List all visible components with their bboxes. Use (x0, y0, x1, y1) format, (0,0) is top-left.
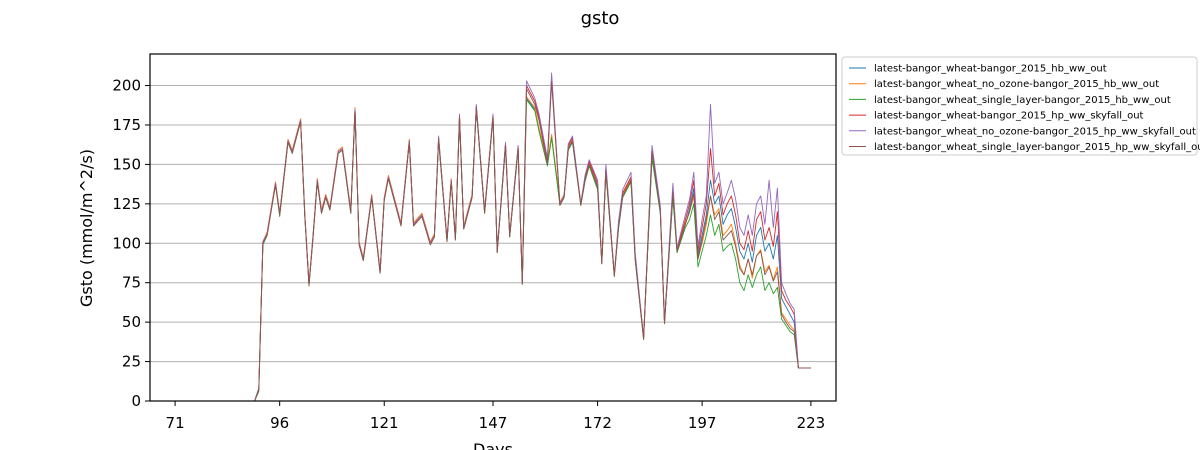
y-tick-label: 25 (122, 353, 141, 371)
x-tick-label: 223 (797, 414, 826, 432)
series-line-1 (175, 97, 811, 402)
legend-label: latest-bangor_wheat_single_layer-bangor_… (874, 142, 1200, 153)
x-tick-label: 147 (479, 414, 508, 432)
y-tick-label: 200 (112, 77, 141, 95)
series-line-5 (175, 72, 811, 402)
series-line-2 (175, 96, 811, 402)
x-tick-label: 121 (370, 414, 399, 432)
x-tick-label: 96 (270, 414, 289, 432)
y-tick-label: 125 (112, 195, 141, 213)
y-axis-ticks: 0 25 50 75 100 125 150 175 200 (112, 77, 150, 410)
legend: latest-bangor_wheat-bangor_2015_hb_ww_ou… (841, 56, 1200, 156)
legend-label: latest-bangor_wheat_no_ozone-bangor_2015… (874, 79, 1159, 90)
y-tick-label: 100 (112, 234, 141, 252)
y-tick-label: 75 (122, 274, 141, 292)
y-tick-label: 150 (112, 155, 141, 173)
x-tick-label: 197 (688, 414, 717, 432)
y-tick-label: 0 (131, 392, 141, 410)
chart-title: gsto (581, 8, 620, 29)
legend-label: latest-bangor_wheat_no_ozone-bangor_2015… (874, 126, 1196, 137)
series-line-3 (175, 99, 811, 402)
legend-label: latest-bangor_wheat_single_layer-bangor_… (874, 95, 1171, 106)
y-axis-label: Gsto (mmol/m^2/s) (77, 149, 96, 307)
x-axis-label: Days (473, 440, 513, 450)
x-tick-label: 172 (583, 414, 612, 432)
y-gridlines (150, 85, 836, 402)
legend-label: latest-bangor_wheat-bangor_2015_hp_ww_sk… (874, 111, 1144, 122)
legend-box (841, 56, 1198, 156)
legend-label: latest-bangor_wheat-bangor_2015_hb_ww_ou… (874, 64, 1107, 75)
y-tick-label: 50 (122, 313, 141, 331)
x-tick-label: 71 (166, 414, 185, 432)
series-line-6 (175, 81, 811, 402)
y-tick-label: 175 (112, 116, 141, 134)
series-lines (175, 72, 811, 402)
x-axis-ticks: 71 96 121 147 172 197 223 (166, 401, 826, 432)
plot-area (149, 53, 837, 402)
